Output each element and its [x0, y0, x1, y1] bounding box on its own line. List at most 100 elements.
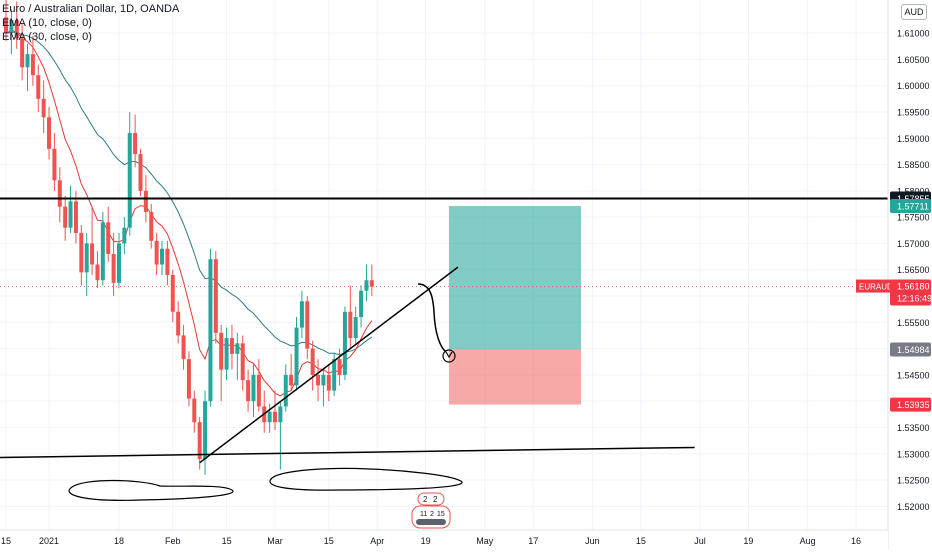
- target-price-tag-bg: [890, 199, 931, 214]
- candle-body: [353, 317, 358, 339]
- candle: [289, 353, 294, 391]
- candle-body: [9, 19, 14, 34]
- candle-body: [342, 311, 347, 375]
- trend-line: [199, 266, 459, 464]
- candle-body: [154, 240, 159, 265]
- candle: [246, 369, 251, 412]
- candle: [213, 251, 218, 344]
- candle: [25, 43, 30, 91]
- target-price-tag: 1.57711: [897, 202, 929, 212]
- level-price-tag: 1.57855: [897, 194, 930, 204]
- candle: [267, 403, 272, 433]
- time-tick-label: 15: [636, 536, 646, 546]
- candle-body: [305, 301, 310, 349]
- candle-body: [122, 227, 127, 244]
- last-price-tag: 1.56180: [897, 282, 930, 292]
- ema-30-label[interactable]: EMA (30, close, 0): [2, 31, 92, 43]
- candle-body: [90, 243, 95, 265]
- price-axis: [888, 0, 932, 550]
- candle-body: [273, 411, 277, 423]
- ema-30-line: [5, 31, 373, 356]
- event-badge: [417, 492, 445, 506]
- candle: [68, 185, 73, 233]
- candle: [133, 114, 138, 168]
- candle-body: [149, 211, 154, 241]
- event-badge-label: 2: [430, 511, 434, 518]
- candle: [57, 167, 62, 223]
- candle: [20, 22, 25, 81]
- candle-body: [186, 359, 191, 399]
- currency-selector[interactable]: AUD: [901, 4, 927, 20]
- candle-body: [127, 133, 132, 228]
- freehand-circle: [269, 467, 463, 491]
- candle: [63, 196, 68, 241]
- candle: [273, 390, 277, 431]
- freehand-circle: [68, 479, 234, 501]
- candle-body: [316, 374, 321, 386]
- candle: [348, 285, 353, 349]
- candle: [256, 359, 261, 412]
- price-tick-label: 1.52000: [897, 502, 930, 512]
- candle: [149, 204, 154, 249]
- candle: [337, 348, 342, 386]
- candle: [73, 190, 78, 244]
- candle: [310, 340, 315, 391]
- candle-body: [197, 422, 202, 460]
- candle: [305, 296, 310, 360]
- candle-body: [95, 264, 100, 281]
- candle: [299, 290, 304, 339]
- candle: [41, 80, 46, 134]
- candle-body: [25, 54, 30, 68]
- freehand-curve: [417, 283, 447, 353]
- candle-body: [52, 148, 57, 181]
- candle-body: [359, 290, 364, 318]
- price-tick-label: 1.55500: [897, 318, 930, 328]
- candle-body: [208, 259, 213, 402]
- candle-body: [30, 54, 35, 76]
- candle-body: [41, 98, 46, 118]
- event-badge-label: 11: [420, 511, 427, 518]
- candle-body: [229, 338, 234, 354]
- time-tick-label: May: [476, 536, 494, 546]
- candle: [219, 324, 224, 402]
- candle: [14, 1, 19, 49]
- candle: [160, 240, 165, 275]
- candle-body: [68, 201, 73, 228]
- price-tick-label: 1.53500: [897, 423, 930, 433]
- time-tick-label: 19: [743, 536, 753, 546]
- candle: [176, 301, 181, 344]
- candle: [235, 332, 240, 381]
- stop-price-tag: 1.53935: [897, 400, 930, 410]
- candle: [165, 240, 170, 286]
- candle: [170, 269, 175, 323]
- candle: [369, 264, 374, 297]
- candle-body: [326, 374, 331, 391]
- ema-10-label[interactable]: EMA (10, close, 0): [2, 17, 92, 29]
- event-badge-bar: [416, 519, 446, 525]
- candle: [95, 251, 100, 289]
- candle-body: [203, 401, 208, 460]
- candle: [364, 264, 369, 302]
- candle: [240, 335, 245, 391]
- price-tick-label: 1.57000: [897, 239, 930, 249]
- candle: [138, 148, 143, 197]
- candle-body: [100, 222, 105, 281]
- time-tick-label: 17: [528, 536, 538, 546]
- candle-body: [73, 201, 78, 233]
- candle: [186, 351, 191, 407]
- candle: [52, 133, 57, 191]
- time-tick-label: Jul: [694, 536, 706, 546]
- candle: [90, 206, 95, 275]
- candle-body: [310, 348, 315, 375]
- time-tick-label: 16: [851, 536, 861, 546]
- candle-body: [106, 222, 111, 254]
- candle: [326, 364, 331, 402]
- candle: [203, 390, 208, 475]
- time-tick-label: Aug: [800, 536, 816, 546]
- candle: [127, 111, 132, 236]
- candle: [321, 369, 326, 407]
- time-tick-label: Apr: [370, 536, 384, 546]
